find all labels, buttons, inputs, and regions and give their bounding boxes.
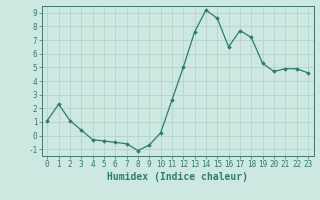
X-axis label: Humidex (Indice chaleur): Humidex (Indice chaleur) (107, 172, 248, 182)
